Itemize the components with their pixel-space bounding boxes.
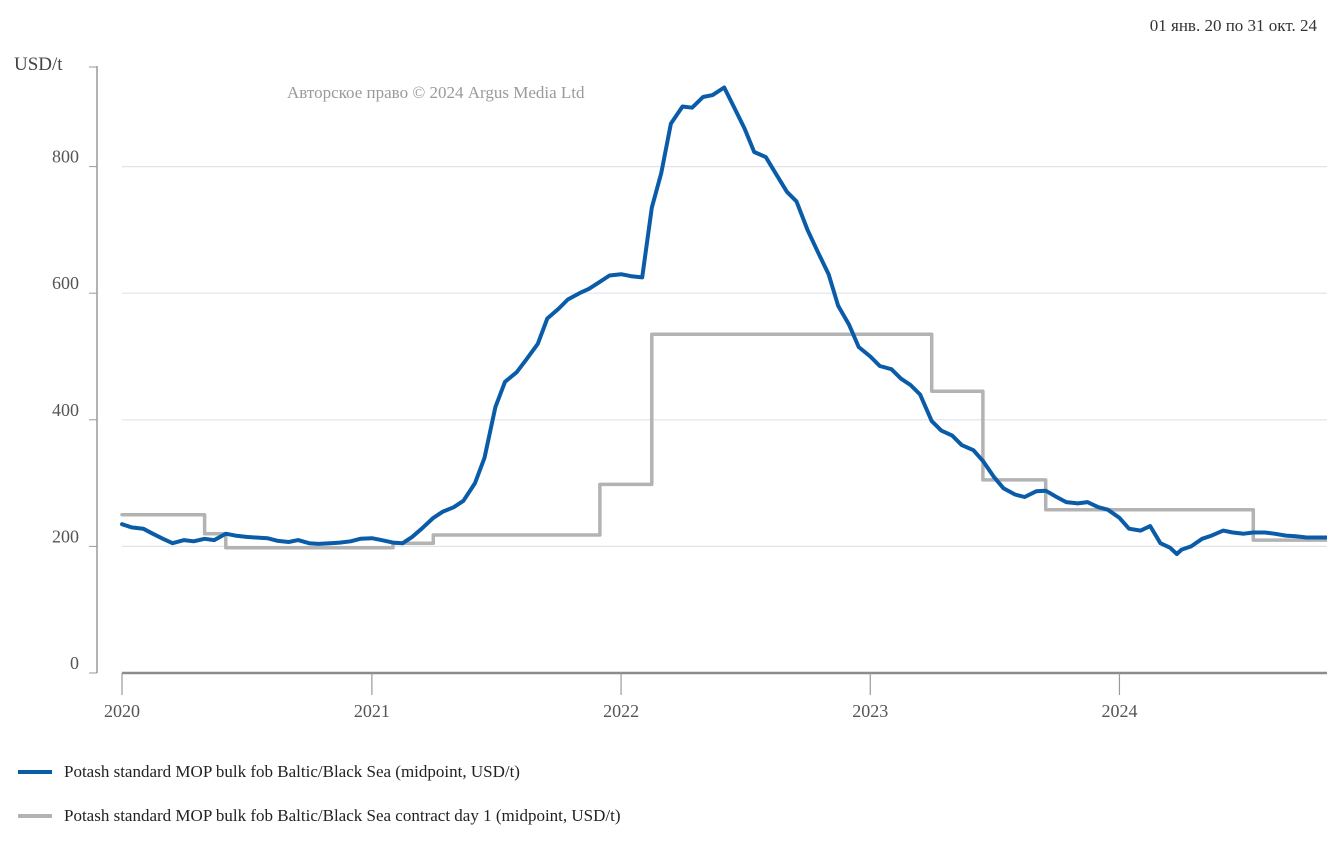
y-axis-unit: USD/t	[14, 54, 63, 75]
copyright-text: Авторское право © 2024 Argus Media Ltd	[287, 83, 585, 102]
y-tick-label: 0	[70, 653, 79, 673]
date-range: 01 янв. 20 по 31 окт. 24	[1149, 16, 1317, 35]
legend-label-spot: Potash standard MOP bulk fob Baltic/Blac…	[64, 762, 520, 781]
legend-item-contract[interactable]: Potash standard MOP bulk fob Baltic/Blac…	[18, 804, 621, 828]
legend-swatch-blue	[18, 770, 52, 774]
legend-item-spot[interactable]: Potash standard MOP bulk fob Baltic/Blac…	[18, 760, 621, 784]
y-tick-label: 200	[52, 526, 79, 546]
x-tick-label: 2021	[354, 701, 390, 721]
series-lines	[120, 85, 1327, 556]
labels: 0 200 400 600 800 2020 2021 2022 2023 2024 USD/t Ав…	[14, 54, 1137, 721]
gridlines	[122, 166, 1327, 548]
legend: Potash standard MOP bulk fob Baltic/Blac…	[18, 760, 621, 848]
legend-swatch-gray	[18, 814, 52, 818]
line-chart: 0 200 400 600 800 2020 2021 2022 2023 2024 USD/t Ав…	[14, 54, 1327, 721]
legend-label-contract: Potash standard MOP bulk fob Baltic/Blac…	[64, 806, 621, 825]
series-line-spot	[120, 85, 1327, 556]
y-tick-label: 600	[52, 273, 79, 293]
series-line-contract	[120, 332, 1327, 550]
x-tick-label: 2024	[1101, 701, 1137, 721]
x-tick-label: 2022	[603, 701, 639, 721]
x-tick-label: 2023	[852, 701, 888, 721]
axes	[89, 66, 1327, 695]
y-tick-label: 400	[52, 400, 79, 420]
x-tick-label: 2020	[104, 701, 140, 721]
y-tick-label: 800	[52, 147, 79, 167]
